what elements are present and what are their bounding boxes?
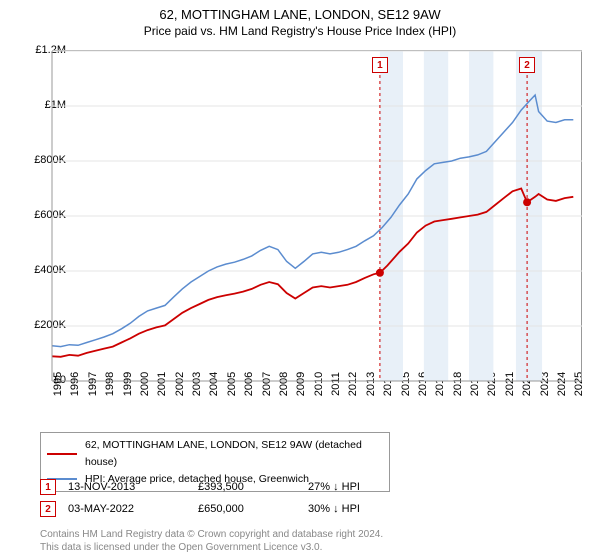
legend-row-property: 62, MOTTINGHAM LANE, LONDON, SE12 9AW (d…: [47, 437, 383, 471]
chart-subtitle: Price paid vs. HM Land Registry's House …: [0, 24, 600, 42]
sale-date-2: 03-MAY-2022: [68, 503, 198, 515]
attribution-line-1: Contains HM Land Registry data © Crown c…: [40, 528, 580, 541]
legend-label-property: 62, MOTTINGHAM LANE, LONDON, SE12 9AW (d…: [85, 437, 383, 471]
chart-marker-badge: 1: [372, 57, 388, 73]
sale-delta-2: 30% ↓ HPI: [308, 503, 428, 515]
sale-price-2: £650,000: [198, 503, 308, 515]
gridlines: [52, 51, 582, 326]
chart-container: 62, MOTTINGHAM LANE, LONDON, SE12 9AW Pr…: [0, 0, 600, 560]
chart-marker-badge: 2: [519, 57, 535, 73]
sale-date-1: 13-NOV-2013: [68, 481, 198, 493]
sale-delta-1: 27% ↓ HPI: [308, 481, 428, 493]
attribution: Contains HM Land Registry data © Crown c…: [40, 528, 580, 554]
plot-area: 12: [52, 50, 582, 380]
sale-row-1: 1 13-NOV-2013 £393,500 27% ↓ HPI: [40, 476, 428, 498]
sale-price-1: £393,500: [198, 481, 308, 493]
attribution-line-2: This data is licensed under the Open Gov…: [40, 541, 580, 554]
sale-points-table: 1 13-NOV-2013 £393,500 27% ↓ HPI 2 03-MA…: [40, 476, 428, 520]
legend-swatch-property: [47, 453, 77, 455]
sale-row-2: 2 03-MAY-2022 £650,000 30% ↓ HPI: [40, 498, 428, 520]
sale-badge-2: 2: [40, 501, 56, 517]
line-series: [52, 95, 573, 357]
sale-badge-1: 1: [40, 479, 56, 495]
plot-svg: [52, 51, 582, 381]
chart-title: 62, MOTTINGHAM LANE, LONDON, SE12 9AW: [0, 0, 600, 24]
